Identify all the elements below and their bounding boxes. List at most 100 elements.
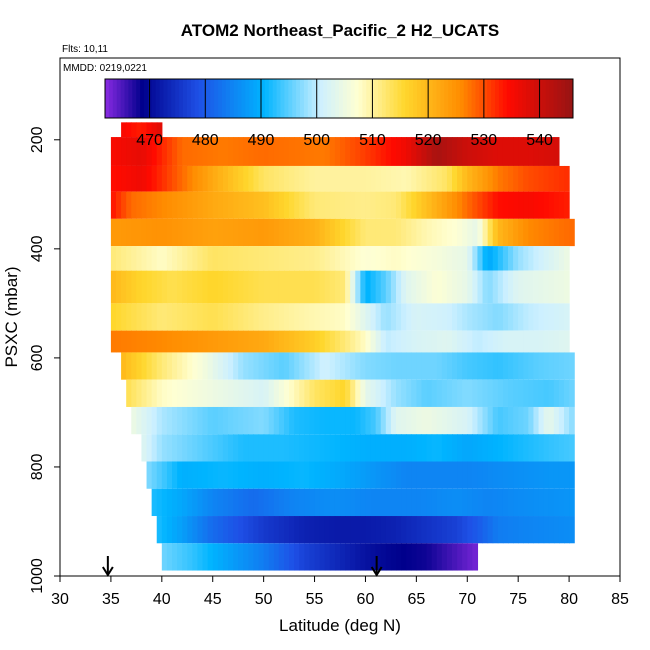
- heatmap-cell: [518, 488, 524, 517]
- heatmap-cell: [334, 303, 341, 331]
- heatmap-cell: [370, 379, 377, 407]
- heatmap-cell: [217, 191, 224, 219]
- heatmap-cell: [151, 218, 158, 247]
- heatmap-cell: [197, 218, 204, 247]
- heatmap-cell: [126, 122, 132, 138]
- heatmap-cell: [462, 406, 468, 435]
- heatmap-cell: [513, 246, 519, 271]
- heatmap-cell: [431, 218, 438, 247]
- heatmap-cell: [304, 270, 311, 304]
- heatmap-cell: [492, 434, 499, 462]
- heatmap-cell: [487, 379, 494, 407]
- heatmap-cell: [345, 246, 351, 271]
- colorbar-segment: [124, 79, 129, 118]
- heatmap-cell: [309, 137, 316, 166]
- heatmap-cell: [497, 137, 504, 166]
- heatmap-cell: [370, 165, 377, 192]
- heatmap-cell: [156, 352, 163, 380]
- heatmap-cell: [558, 330, 565, 353]
- heatmap-cell: [528, 218, 535, 247]
- heatmap-cell: [284, 137, 290, 166]
- heatmap-cell: [548, 218, 555, 247]
- heatmap-cell: [202, 218, 209, 247]
- heatmap-cell: [548, 516, 555, 544]
- heatmap-cell: [426, 379, 433, 407]
- heatmap-cell: [345, 488, 351, 517]
- colorbar-segment: [311, 79, 317, 118]
- heatmap-cell: [217, 406, 224, 435]
- colorbar-segment: [339, 79, 344, 118]
- heatmap-cell: [513, 352, 519, 380]
- heatmap-cell: [263, 352, 270, 380]
- colorbar-segment: [475, 79, 480, 118]
- heatmap-cell: [156, 165, 163, 192]
- heatmap-cell: [477, 330, 484, 353]
- heatmap-cell: [421, 488, 428, 517]
- heatmap-cell: [497, 516, 504, 544]
- heatmap-cell: [187, 488, 193, 517]
- heatmap-cell: [121, 246, 127, 271]
- heatmap-cell: [380, 137, 387, 166]
- heatmap-cell: [528, 352, 535, 380]
- colorbar-segment: [420, 79, 426, 118]
- heatmap-cell: [253, 218, 260, 247]
- heatmap-cell: [497, 165, 504, 192]
- heatmap-cell: [177, 191, 183, 219]
- heatmap-cell: [538, 303, 545, 331]
- heatmap-cell: [431, 303, 438, 331]
- heatmap-cell: [187, 543, 193, 571]
- heatmap-cell: [299, 218, 305, 247]
- heatmap-cell: [482, 137, 489, 166]
- heatmap-cell: [365, 330, 372, 353]
- heatmap-cell: [416, 352, 423, 380]
- heatmap-cell: [401, 218, 407, 247]
- colorbar-segment: [105, 79, 110, 118]
- heatmap-cell: [355, 434, 361, 462]
- heatmap-cell: [452, 406, 458, 435]
- heatmap-cell: [192, 352, 199, 380]
- heatmap-cell: [513, 330, 519, 353]
- heatmap-cell: [518, 246, 524, 271]
- heatmap-cell: [390, 488, 397, 517]
- heatmap-cell: [543, 330, 550, 353]
- heatmap-cell: [523, 434, 529, 462]
- heatmap-cell: [126, 137, 132, 166]
- heatmap-cell: [482, 246, 489, 271]
- heatmap-cell: [518, 352, 524, 380]
- colorbar-segment: [194, 79, 200, 118]
- heatmap-cell: [278, 330, 285, 353]
- heatmap-cell: [172, 461, 178, 489]
- heatmap-cell: [217, 218, 224, 247]
- heatmap-cell: [543, 137, 550, 166]
- heatmap-cell: [452, 303, 458, 331]
- heatmap-cell: [268, 330, 275, 353]
- heatmap-cell: [248, 379, 255, 407]
- heatmap-cell: [350, 406, 356, 435]
- latitude-markers: [102, 556, 383, 577]
- heatmap-cell: [533, 218, 540, 247]
- heatmap-cell: [401, 303, 407, 331]
- heatmap-cell: [457, 461, 463, 489]
- heatmap-cell: [370, 270, 377, 304]
- heatmap-cell: [289, 406, 295, 435]
- heatmap-cell: [284, 246, 290, 271]
- heatmap-cell: [263, 246, 270, 271]
- heatmap-cell: [375, 516, 382, 544]
- colorbar-segment: [428, 79, 434, 118]
- heatmap-cell: [131, 330, 137, 353]
- heatmap-cell: [217, 379, 224, 407]
- colorbar-segment: [331, 79, 336, 118]
- heatmap-cell: [289, 270, 295, 304]
- heatmap-cell: [543, 165, 550, 192]
- colorbar-segment: [292, 79, 297, 118]
- heatmap-cell: [538, 137, 545, 166]
- heatmap-cell: [365, 379, 372, 407]
- heatmap-cell: [329, 461, 336, 489]
- heatmap-cell: [161, 352, 168, 380]
- heatmap-cell: [141, 246, 148, 271]
- heatmap-cell: [508, 270, 514, 304]
- heatmap-cell: [416, 488, 423, 517]
- heatmap-cell: [497, 406, 504, 435]
- heatmap-cell: [172, 165, 178, 192]
- heatmap-cell: [385, 218, 392, 247]
